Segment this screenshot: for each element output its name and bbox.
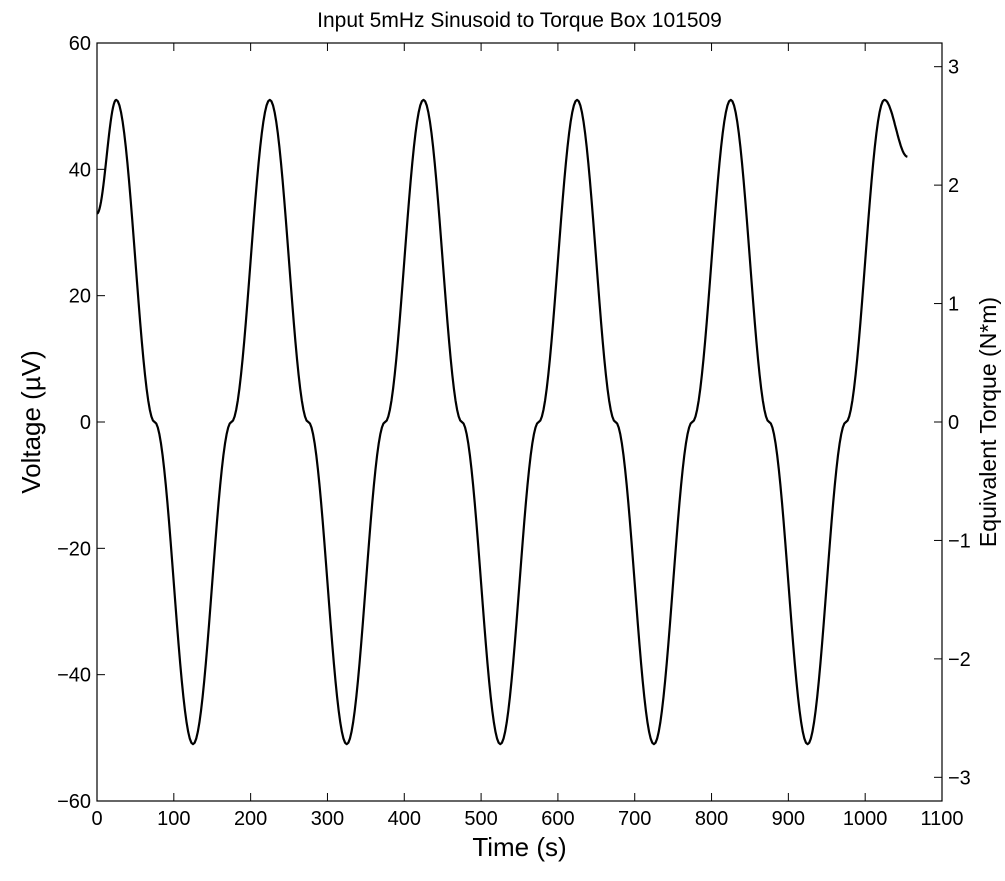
x-tick-label: 900 [772,808,805,830]
y-axis-ticks: −60 −40 −20 0 20 40 60 [57,33,105,813]
plot-border [96,42,943,802]
y-tick-label: 60 [69,33,91,55]
x-axis-ticks: 0 100 200 300 400 500 600 700 800 900 1000 1100 [91,43,964,830]
x-axis-title: Time (s) [472,832,566,862]
y-tick-label: −60 [57,791,91,813]
x-tick-label: 300 [311,808,344,830]
y2-tick-label: 1 [948,294,959,316]
series-line-voltage [96,98,908,746]
y-tick-label: 0 [80,412,91,434]
x-tick-label: 100 [157,808,190,830]
y2-axis-ticks: −3 −2 −1 0 1 2 3 [934,57,971,789]
y2-tick-label: −1 [948,530,971,552]
y2-tick-label: 3 [948,57,959,79]
y2-axis-title: Equivalent Torque (N*m) [975,297,1001,547]
x-tick-label: 0 [91,808,102,830]
x-tick-label: 400 [388,808,421,830]
x-tick-label: 800 [695,808,728,830]
x-tick-label: 1000 [843,808,888,830]
x-tick-label: 700 [618,808,651,830]
x-tick-label: 500 [464,808,497,830]
plot-frame [96,42,943,802]
y2-tick-label: −2 [948,649,971,671]
y2-tick-label: 0 [948,412,959,434]
chart-title: Input 5mHz Sinusoid to Torque Box 101509 [317,9,722,32]
y2-tick-label: −3 [948,767,971,789]
y-tick-label: −20 [57,538,91,560]
y2-tick-label: 2 [948,175,959,197]
x-tick-label: 200 [234,808,267,830]
y-axis-title: Voltage (µV) [16,350,46,494]
x-tick-label: 600 [541,808,574,830]
x-tick-label: 1100 [920,808,963,830]
y-tick-label: 40 [69,159,91,181]
y-tick-label: −40 [57,665,91,687]
y-tick-label: 20 [69,286,91,308]
